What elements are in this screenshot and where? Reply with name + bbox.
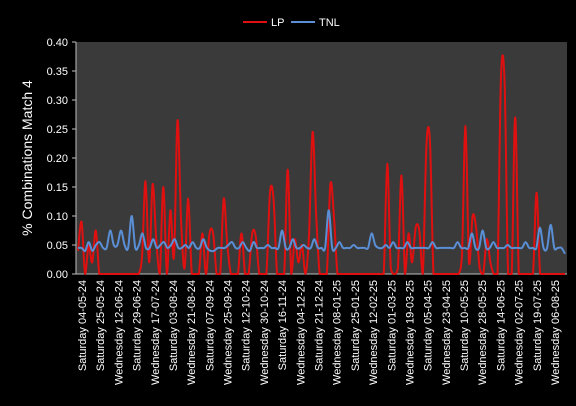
x-tick-label: Saturday 04-05-24 [77,280,89,371]
x-tick-label: Wednesday 04-12-24 [295,280,307,385]
x-tick-label: Wednesday 21-08-24 [186,280,198,385]
y-tick-label: 0.25 [47,124,68,136]
x-tick-label: Saturday 07-09-24 [204,280,216,371]
y-tick-label: 0.05 [47,240,68,252]
x-tick-label: Saturday 21-12-24 [314,280,326,371]
series-layer [77,54,566,276]
x-tick-label: Wednesday 19-03-25 [404,280,416,385]
x-tick-label: Saturday 25-05-24 [95,280,107,371]
x-tick-label: Wednesday 17-07-24 [150,280,162,385]
x-tick-label: Saturday 29-06-24 [132,280,144,371]
x-tick-label: Wednesday 23-04-25 [441,280,453,385]
x-tick-label: Saturday 12-10-24 [241,280,253,371]
legend-label-lp: LP [271,17,284,29]
legend: LP TNL [243,17,340,29]
y-tick-label: 0.10 [47,211,68,223]
series-line-tnl [77,209,566,255]
x-tick-label: Saturday 10-05-25 [459,280,471,371]
plot-area [76,42,567,274]
x-tick-label: Wednesday 02-07-25 [514,280,526,385]
x-tick-label: Saturday 14-06-25 [495,280,507,371]
x-tick-label: Saturday 16-11-24 [277,280,289,370]
y-tick-label: 0.35 [47,66,68,78]
x-tick-label: Saturday 25-01-25 [350,280,362,371]
x-tick-label: Wednesday 30-10-24 [259,280,271,385]
y-tick-label: 0.40 [47,37,68,49]
x-tick-label: Saturday 19-07-25 [532,280,544,371]
x-tick-label: Wednesday 06-08-25 [550,280,562,385]
x-tick-label: Saturday 01-03-25 [386,280,398,371]
y-axis-title: % Combinations Match 4 [19,80,35,236]
x-tick-label: Saturday 05-04-25 [423,280,435,371]
x-axis: Saturday 04-05-24 Saturday 25-05-24 Wednes… [76,273,567,385]
x-tick-label: Wednesday 28-05-25 [477,280,489,385]
y-tick-label: 0.30 [47,95,68,107]
x-tick-label: Wednesday 25-09-24 [223,280,235,385]
x-tick-label: Wednesday 08-01-25 [332,280,344,385]
x-tick-label: Saturday 03-08-24 [168,280,180,371]
y-axis: 0.00 0.05 0.10 0.15 0.20 0.25 0.30 0.35 0.40 [47,37,77,281]
y-tick-label: 0.00 [47,269,68,281]
y-tick-label: 0.15 [47,182,68,194]
series-line-lp [77,54,565,276]
legend-label-tnl: TNL [319,17,340,29]
x-tick-label: Wednesday 12-06-24 [113,280,125,385]
x-tick-label: Wednesday 12-02-25 [368,280,380,385]
y-tick-label: 0.20 [47,153,68,165]
